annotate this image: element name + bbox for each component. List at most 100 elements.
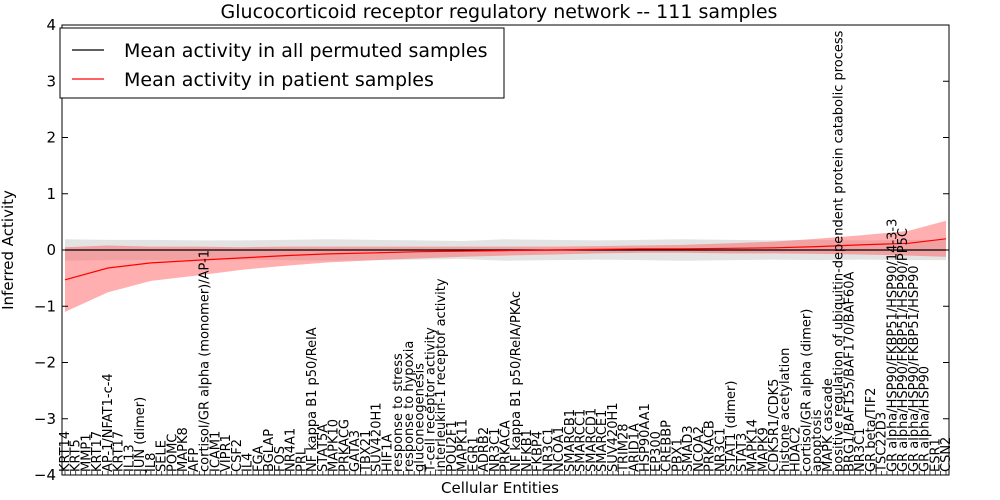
x-tick-label: MMP1 bbox=[80, 433, 95, 472]
x-tick-label: POMC bbox=[165, 434, 180, 472]
x-tick-label: SMAD3 bbox=[681, 425, 696, 472]
x-tick-label: KRT17 bbox=[90, 431, 105, 472]
x-tick-label: ESR1 bbox=[928, 438, 943, 472]
x-tick-label: NR3C1 bbox=[853, 428, 868, 472]
x-tick-label: cortisol/GR alpha (monomer)/AP-1 bbox=[198, 250, 213, 472]
x-tick-label: PRL bbox=[294, 447, 309, 472]
y-tick-label: −4 bbox=[34, 466, 56, 484]
x-tick-label: GR alpha/HSP90 bbox=[918, 366, 933, 472]
legend: Mean activity in all permuted samples Me… bbox=[59, 27, 505, 99]
x-tick-label: KRT14 bbox=[58, 431, 73, 472]
x-tick-label: PRKACB bbox=[703, 420, 718, 472]
x-tick-label: EP300 bbox=[649, 431, 664, 472]
x-tick-label: AP-1/NFAT1-c-4 bbox=[101, 373, 116, 472]
x-tick-label: FGA bbox=[251, 445, 266, 472]
x-tick-label: NR4A1 bbox=[284, 428, 299, 472]
x-tick-label: GR alpha/HSP90/FKBP51/HSP90 bbox=[907, 265, 922, 472]
x-tick-label: IL4 bbox=[241, 453, 256, 472]
x-tick-label: IL13 bbox=[123, 444, 138, 472]
legend-label-permuted: Mean activity in all permuted samples bbox=[124, 40, 487, 62]
x-tick-label: histone acetylation bbox=[778, 348, 793, 472]
x-tick-label: STAT1 (dimer) bbox=[724, 381, 739, 472]
x-tick-label: AFP bbox=[187, 448, 202, 472]
x-tick-label: STAT5A bbox=[316, 424, 331, 472]
x-tick-label: CREBBP bbox=[660, 420, 675, 472]
x-tick-label: CDK5R1/CDK5 bbox=[767, 379, 782, 472]
x-tick-label: TSC22D3 bbox=[875, 412, 890, 473]
x-tick-label: GR beta/TIF2 bbox=[864, 388, 879, 472]
x-tick-label: CSN2 bbox=[939, 437, 954, 472]
x-tick-label: ADRB2 bbox=[477, 427, 492, 472]
x-tick-label: STAT3 bbox=[735, 433, 750, 472]
x-tick-label: PRKACG bbox=[337, 419, 352, 472]
x-tick-label: NR3C1 bbox=[488, 428, 503, 472]
x-tick-label: positive regulation of ubiquitin-depende… bbox=[832, 30, 847, 472]
x-axis-label: Cellular Entities bbox=[441, 479, 559, 497]
x-tick-label: T-cell receptor activity bbox=[423, 327, 438, 473]
x-tick-label: SMARCD1 bbox=[585, 408, 600, 472]
legend-frame bbox=[59, 27, 505, 99]
x-tick-label: interleukin-1 receptor activity bbox=[434, 278, 449, 472]
x-tick-label: EGR1 bbox=[466, 436, 481, 472]
x-tick-label: IL8 bbox=[144, 453, 159, 472]
x-tick-label: ICAM1 bbox=[208, 431, 223, 472]
x-tick-label: NCOA1 bbox=[552, 426, 567, 472]
x-axis-entity-labels: KRT14KRT5MMP1KRT17AP-1/NFAT1-c-4KRT17IL1… bbox=[58, 30, 954, 475]
y-tick-label: 0 bbox=[46, 241, 56, 259]
x-tick-label: POU2F1 bbox=[445, 420, 460, 472]
x-tick-label: BRG1/BAF155/BAF170/BAF60A bbox=[842, 272, 857, 472]
x-tick-label: HSP90AA1 bbox=[638, 403, 653, 472]
y-tick-label: 1 bbox=[46, 185, 56, 203]
x-tick-label: FKBP4 bbox=[531, 431, 546, 472]
x-tick-label: CSF2 bbox=[230, 439, 245, 472]
series-line-patient bbox=[64, 238, 947, 281]
y-tick-label: −3 bbox=[34, 410, 56, 428]
y-tick-label: 4 bbox=[46, 16, 56, 34]
x-tick-label: MAPK cascade bbox=[821, 378, 836, 472]
x-tick-label: HDAC2 bbox=[789, 426, 804, 472]
x-tick-label: NF kappa B1 p50/RelA/PKAc bbox=[509, 291, 524, 472]
x-tick-label: gluconeogenesis bbox=[413, 363, 428, 472]
x-tick-label: apoptosis bbox=[810, 409, 825, 472]
x-tick-label: JUN (dimer) bbox=[133, 397, 148, 473]
x-tick-label: KRT5 bbox=[69, 439, 84, 472]
x-tick-label: KRT17 bbox=[112, 431, 127, 472]
x-tick-label: NF kappa B1 p50/RelA bbox=[305, 327, 320, 472]
x-tick-label: NR3C1 bbox=[713, 428, 728, 472]
legend-label-patient: Mean activity in patient samples bbox=[124, 69, 434, 91]
y-tick-label: 3 bbox=[46, 72, 56, 90]
x-tick-label: SMARCE1 bbox=[595, 410, 610, 472]
x-tick-label: GR alpha/HSP90/FKBP51/HSP90/PP5C bbox=[896, 228, 911, 472]
band-patient bbox=[65, 220, 946, 312]
x-tick-label: VIPR1 bbox=[219, 434, 234, 472]
x-tick-label: SUV420H1 bbox=[606, 402, 621, 472]
x-tick-label: PBX1 bbox=[670, 438, 685, 472]
x-tick-label: TRIM28 bbox=[617, 423, 632, 473]
x-tick-label: cortisol/GR alpha (dimer) bbox=[799, 309, 814, 472]
x-tick-label: PRKACA bbox=[499, 420, 514, 472]
x-tick-label: response to stress bbox=[391, 353, 406, 472]
y-axis: −4 −3 −2 −1 0 1 2 3 4 bbox=[34, 16, 949, 484]
y-tick-label: −1 bbox=[34, 297, 56, 315]
chart-title: Glucocorticoid receptor regulatory netwo… bbox=[221, 1, 778, 23]
x-tick-label: MAPK10 bbox=[327, 419, 342, 472]
x-tick-label: MAPK8 bbox=[176, 427, 191, 472]
y-tick-label: −2 bbox=[34, 354, 56, 372]
x-tick-label: ARID1A bbox=[627, 423, 642, 472]
x-tick-label: MAPK14 bbox=[746, 419, 761, 472]
x-tick-label: FOS bbox=[273, 446, 288, 472]
x-tick-label: NFKB1 bbox=[520, 429, 535, 472]
x-tick-label: SMARCC1 bbox=[574, 409, 589, 472]
x-tick-label: response to hypoxia bbox=[402, 341, 417, 472]
x-tick-label: HIF1A bbox=[380, 434, 395, 472]
x-tick-label: MAPK9 bbox=[756, 427, 771, 472]
x-tick-label: NR3C1 bbox=[542, 428, 557, 472]
x-tick-label: NCOA2 bbox=[692, 426, 707, 472]
x-tick-label: BGLAP bbox=[262, 429, 277, 472]
x-tick-label: SELE bbox=[155, 440, 170, 472]
y-axis-label: Inferred Activity bbox=[0, 190, 17, 310]
x-tick-label: TBX21 bbox=[359, 430, 374, 473]
x-tick-label: GR alpha/HSP90/FKBP51/HSP90/14-3-3 bbox=[885, 219, 900, 472]
x-tick-label: SMARCB1 bbox=[563, 409, 578, 472]
